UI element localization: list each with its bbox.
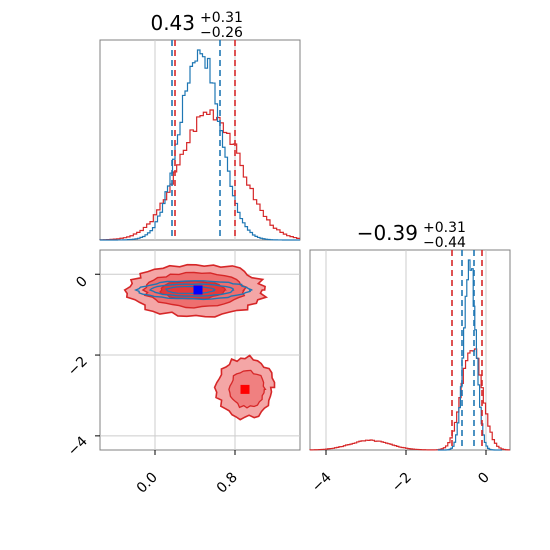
joint-xtick-label-0: 0.0 xyxy=(134,470,161,497)
joint-panel: 0.0 0.8 0 −2 −4 xyxy=(65,249,301,497)
p1-title-lower: −0.44 xyxy=(423,235,466,251)
joint-red-contour-inner xyxy=(159,280,227,300)
p1-histogram-panel: −4 −2 0 −0.39 +0.31 −0.44 xyxy=(309,220,511,496)
joint-xtick-label-1: 0.8 xyxy=(214,470,241,497)
p0-title-lower: −0.26 xyxy=(200,25,243,41)
joint-blue-contour-mid xyxy=(148,283,235,297)
p0-title: 0.43 +0.31 −0.26 xyxy=(150,10,243,41)
joint-ytick-label-1: −2 xyxy=(65,354,91,380)
joint-blue-marker xyxy=(193,285,203,295)
p1-title: −0.39 +0.31 −0.44 xyxy=(357,220,466,251)
p1-xtick-label-0: −4 xyxy=(309,469,335,495)
p0-red-histogram xyxy=(99,109,300,241)
p0-title-value: 0.43 xyxy=(150,11,195,35)
p1-title-value: −0.39 xyxy=(357,221,418,245)
p0-histogram-frame xyxy=(99,39,301,241)
joint-frame xyxy=(99,249,301,451)
joint-ytick-label-2: −4 xyxy=(65,433,91,459)
p1-histogram-frame xyxy=(309,249,511,451)
p1-xtick-label-2: 0 xyxy=(475,470,493,488)
p0-blue-histogram xyxy=(99,49,300,241)
p1-blue-histogram xyxy=(438,259,502,451)
p0-histogram-panel: 0.43 +0.31 −0.26 xyxy=(99,10,301,241)
joint-ytick-label-0: 0 xyxy=(73,274,91,292)
p1-title-upper: +0.31 xyxy=(423,220,466,236)
p1-xtick-label-1: −2 xyxy=(389,470,415,496)
joint-blue-contour-outer xyxy=(134,280,253,301)
joint-red-marker xyxy=(240,384,250,394)
p0-title-upper: +0.31 xyxy=(200,10,243,26)
